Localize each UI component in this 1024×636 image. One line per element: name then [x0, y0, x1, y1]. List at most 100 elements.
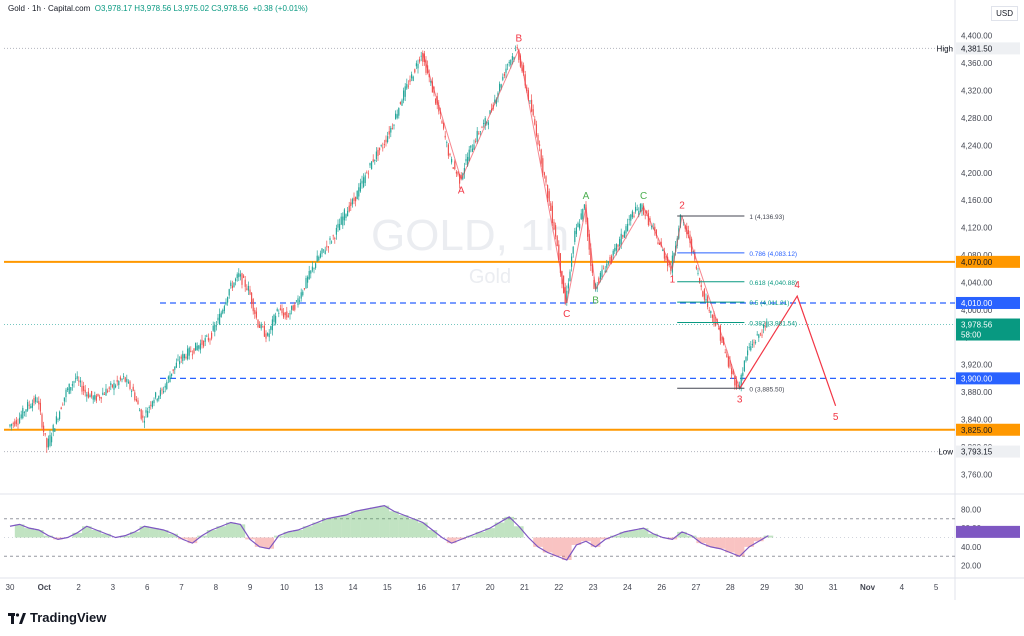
candle-body — [140, 409, 142, 419]
wave-impulse-line — [566, 205, 741, 389]
candle-body — [641, 204, 643, 212]
y-tick-label: 3,880.00 — [961, 388, 993, 397]
candle-body — [411, 74, 413, 79]
candle-body — [239, 274, 241, 277]
rsi-fill — [418, 522, 428, 538]
candle-body — [399, 101, 401, 105]
candle-body — [321, 248, 323, 254]
candle-body — [567, 283, 569, 289]
candle-body — [19, 417, 21, 424]
candle-body — [214, 325, 216, 332]
ohlc-values: O3,978.17 H3,978.56 L3,975.02 C3,978.56 — [94, 4, 249, 13]
symbol-label[interactable]: Gold · 1h · Capital.com — [8, 4, 91, 13]
level-price-box — [956, 255, 1020, 268]
candle-body — [350, 202, 352, 207]
candle-body — [262, 326, 264, 328]
rsi-fill — [475, 531, 486, 538]
currency-label[interactable]: USD — [991, 6, 1018, 21]
candle-body — [670, 266, 672, 271]
candle-body — [84, 389, 86, 393]
candle-body — [39, 402, 41, 412]
candle-body — [95, 395, 97, 401]
candle-body — [44, 433, 46, 435]
y-tick-label: 3,920.00 — [961, 361, 993, 370]
candle-body — [643, 205, 645, 215]
candle-body — [615, 243, 617, 251]
candle-body — [307, 276, 309, 283]
candle-body — [41, 414, 43, 428]
tradingview-logo-icon — [8, 612, 26, 624]
rsi-fill — [552, 537, 562, 557]
candle-body — [625, 226, 627, 234]
candle-body — [470, 145, 472, 148]
candle-body — [327, 246, 329, 248]
candle-body — [475, 141, 477, 142]
candle-body — [383, 144, 385, 145]
candle-body — [219, 313, 221, 325]
candle-body — [444, 135, 446, 138]
candle-body — [639, 203, 641, 212]
candle-body — [518, 50, 520, 60]
low-label: Low — [938, 448, 953, 457]
wave-label: A — [458, 186, 465, 197]
candle-body — [596, 286, 598, 289]
candle-body — [225, 302, 227, 305]
candle-body — [377, 150, 379, 156]
candle-body — [52, 425, 54, 432]
rsi-fill — [485, 528, 495, 538]
candle-body — [750, 346, 752, 351]
candle-body — [635, 206, 637, 212]
candle-body — [663, 251, 665, 259]
candle-body — [647, 213, 649, 226]
candle-body — [745, 356, 747, 361]
candle-body — [430, 80, 432, 83]
candle-body — [510, 60, 512, 65]
rsi-fill — [312, 522, 322, 538]
candle-body — [636, 209, 638, 211]
wave-label: 2 — [679, 201, 685, 212]
candle-body — [372, 159, 374, 162]
candle-body — [622, 235, 624, 237]
candle-body — [695, 266, 697, 269]
candle-body — [79, 380, 81, 383]
candle-body — [543, 172, 545, 176]
candle-body — [252, 299, 254, 312]
tradingview-logo[interactable]: TradingView — [8, 610, 106, 625]
wave-label: 3 — [737, 395, 743, 406]
candle-body — [571, 256, 573, 267]
candle-body — [539, 144, 541, 146]
rsi-fill — [533, 537, 543, 547]
rsi-fill — [149, 528, 159, 538]
candle-body — [108, 387, 110, 389]
candle-body — [609, 257, 611, 263]
candle-body — [590, 248, 592, 266]
candle-body — [20, 414, 22, 418]
wave-label: 1 — [670, 275, 676, 286]
candle-body — [759, 333, 761, 335]
candle-body — [97, 393, 99, 396]
rsi-tick-label: 80.00 — [961, 505, 982, 514]
candle-body — [507, 64, 509, 66]
candle-body — [126, 378, 128, 382]
candle-body — [115, 385, 117, 388]
candle-body — [727, 356, 729, 367]
candle-body — [446, 142, 448, 144]
y-tick-label: 4,200.00 — [961, 169, 993, 178]
candle-body — [667, 256, 669, 266]
candle-body — [230, 282, 232, 286]
candle-body — [358, 187, 360, 197]
candle-body — [401, 100, 403, 106]
level-price-label: 3,825.00 — [961, 426, 993, 435]
x-tick-label: 23 — [589, 583, 598, 592]
y-tick-label: 3,760.00 — [961, 470, 993, 479]
fib-level-label: 0 (3,885.50) — [749, 386, 784, 393]
candle-body — [297, 298, 299, 305]
candle-body — [51, 436, 53, 443]
y-tick-label: 4,000.00 — [961, 306, 993, 315]
candle-body — [603, 268, 605, 270]
candle-body — [735, 380, 737, 389]
candle-body — [335, 227, 337, 235]
candle-body — [310, 270, 312, 274]
candle-body — [27, 402, 29, 411]
